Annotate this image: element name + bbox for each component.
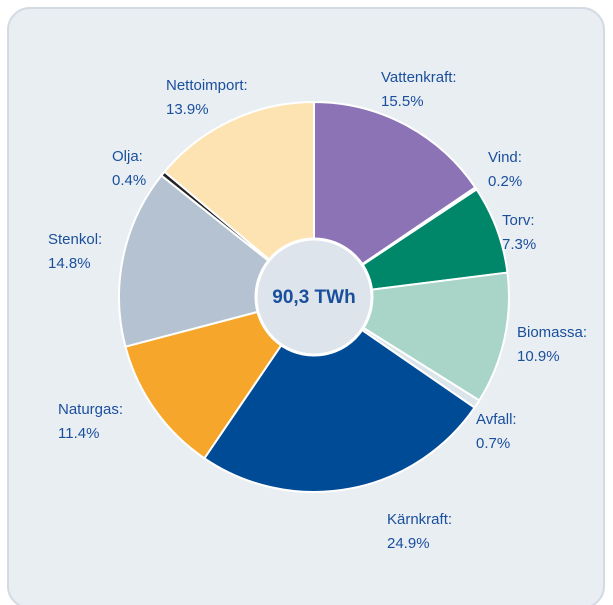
pie-slice bbox=[203, 295, 476, 493]
value-label: 7.3% bbox=[502, 236, 536, 253]
value-label: 15.5% bbox=[381, 93, 424, 110]
pie-slice bbox=[163, 100, 315, 300]
slice-label: Kärnkraft: bbox=[387, 511, 452, 528]
slice-label: Vattenkraft: bbox=[381, 69, 457, 86]
slice-label: Biomassa: bbox=[517, 324, 587, 341]
pie-slice bbox=[313, 100, 477, 299]
pie bbox=[118, 100, 510, 493]
slice-label: Vind: bbox=[488, 149, 522, 166]
value-label: 10.9% bbox=[517, 348, 560, 365]
center-label: 90,3 TWh bbox=[272, 287, 355, 308]
value-label: 14.8% bbox=[48, 255, 91, 272]
value-label: 0.2% bbox=[488, 173, 522, 190]
value-label: 24.9% bbox=[387, 535, 430, 552]
slice-label: Naturgas: bbox=[58, 401, 123, 418]
value-label: 13.9% bbox=[166, 101, 209, 118]
pie-slice bbox=[124, 295, 317, 460]
slice-label: Nettoimport: bbox=[166, 77, 248, 94]
value-label: 0.4% bbox=[112, 172, 146, 189]
center-circle bbox=[254, 237, 374, 357]
slice-label: Avfall: bbox=[476, 411, 517, 428]
value-label: 11.4% bbox=[58, 425, 99, 442]
slice-label: Torv: bbox=[502, 212, 535, 229]
slice-label: Stenkol: bbox=[48, 231, 102, 248]
slice-label: Olja: bbox=[112, 148, 143, 165]
value-label: 0.7% bbox=[476, 435, 510, 452]
